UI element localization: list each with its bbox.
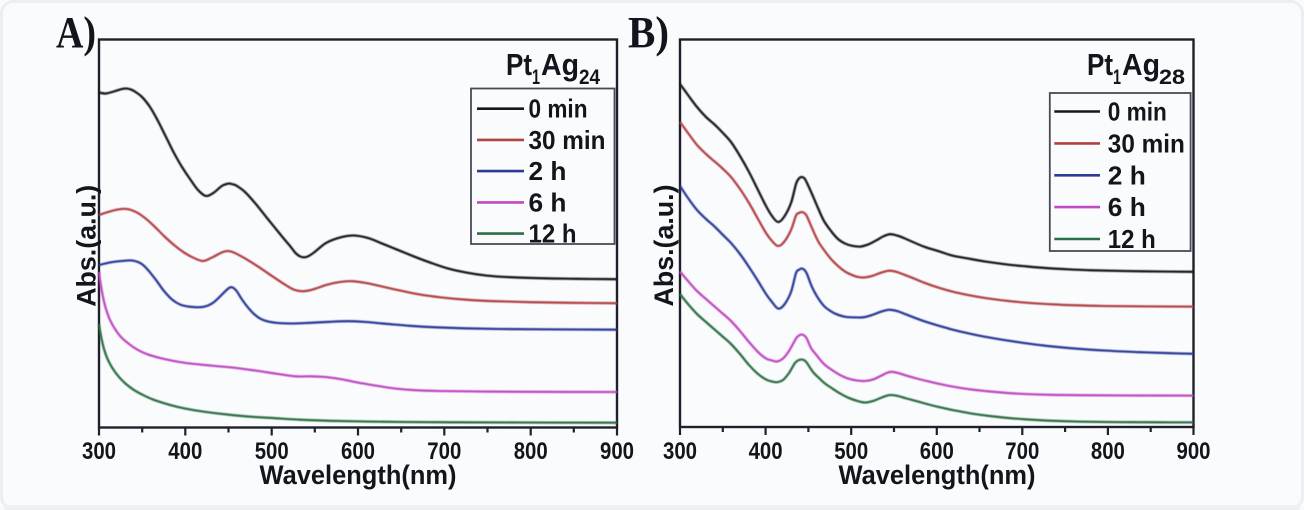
svg-text:Wavelength(nm): Wavelength(nm) — [839, 460, 1036, 490]
svg-text:12 h: 12 h — [1108, 224, 1156, 254]
svg-text:A): A) — [56, 8, 96, 57]
svg-text:Wavelength(nm): Wavelength(nm) — [260, 460, 457, 490]
svg-text:B): B) — [628, 8, 669, 57]
svg-text:12 h: 12 h — [529, 219, 577, 249]
svg-text:1: 1 — [1113, 66, 1121, 89]
svg-text:0 min: 0 min — [1108, 97, 1167, 127]
svg-text:500: 500 — [834, 438, 868, 465]
svg-text:28: 28 — [1159, 66, 1185, 89]
svg-text:400: 400 — [749, 438, 783, 465]
svg-text:300: 300 — [82, 438, 116, 465]
svg-text:500: 500 — [255, 438, 289, 465]
svg-text:24: 24 — [579, 66, 600, 89]
svg-text:600: 600 — [920, 438, 954, 465]
svg-text:Abs.(a.u.): Abs.(a.u.) — [72, 185, 102, 307]
svg-text:2 h: 2 h — [529, 156, 567, 186]
svg-text:900: 900 — [600, 438, 634, 465]
svg-text:700: 700 — [427, 438, 461, 465]
svg-text:30 min: 30 min — [1108, 128, 1185, 158]
svg-text:Ag: Ag — [1122, 47, 1160, 82]
svg-text:800: 800 — [514, 438, 548, 465]
svg-text:300: 300 — [663, 438, 697, 465]
svg-text:Abs.(a.u.): Abs.(a.u.) — [649, 185, 679, 307]
svg-text:2 h: 2 h — [1108, 160, 1146, 190]
svg-text:6 h: 6 h — [1108, 192, 1146, 222]
svg-text:0 min: 0 min — [529, 94, 588, 124]
svg-text:30 min: 30 min — [529, 125, 606, 155]
svg-text:Pt: Pt — [506, 47, 532, 82]
svg-text:Pt: Pt — [1087, 47, 1113, 82]
svg-text:Ag: Ag — [541, 47, 579, 82]
svg-text:600: 600 — [341, 438, 375, 465]
svg-text:400: 400 — [168, 438, 202, 465]
svg-text:6 h: 6 h — [529, 187, 567, 217]
svg-text:1: 1 — [532, 66, 540, 89]
svg-text:800: 800 — [1091, 438, 1125, 465]
svg-text:900: 900 — [1177, 438, 1211, 465]
svg-text:700: 700 — [1005, 438, 1039, 465]
